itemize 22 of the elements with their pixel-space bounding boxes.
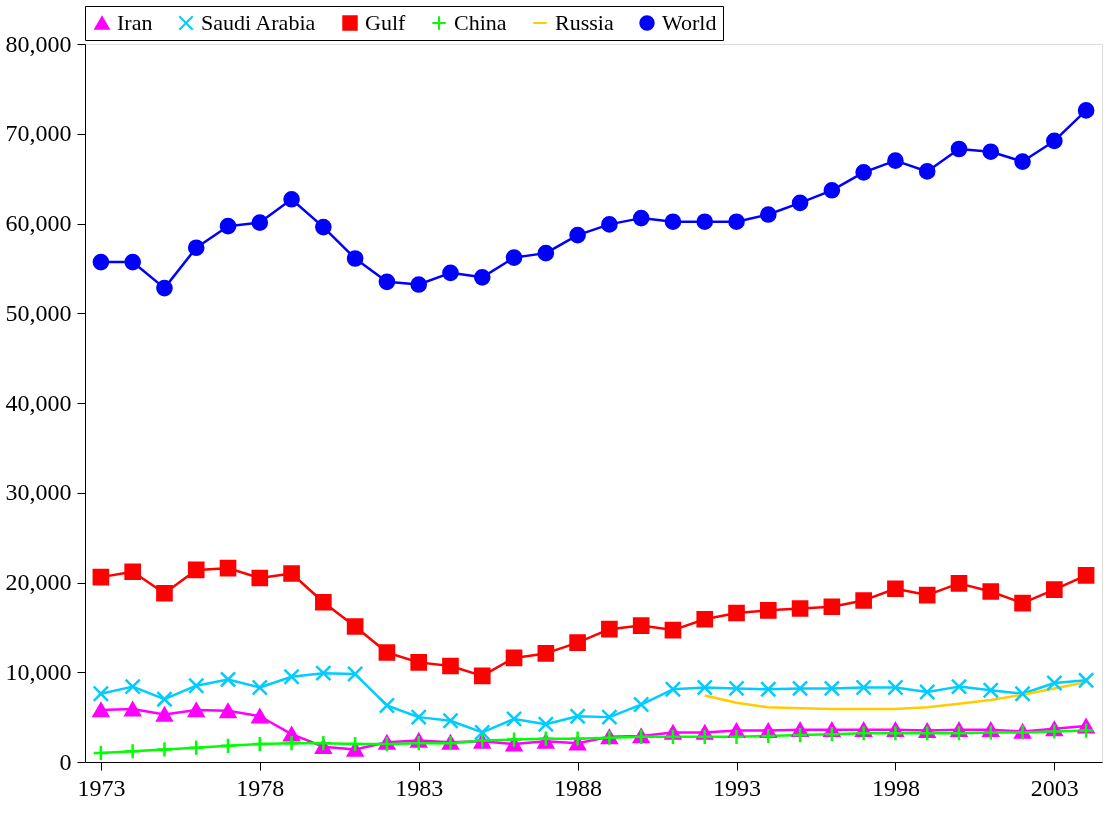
legend-label: Saudi Arabia — [201, 10, 316, 35]
x-tick-label: 1993 — [713, 774, 762, 801]
x-tick-label: 2003 — [1030, 774, 1079, 801]
x-tick-label: 1998 — [871, 774, 920, 801]
y-tick-label: 80,000 — [5, 30, 72, 57]
legend-label: Iran — [117, 10, 153, 35]
y-tick-label: 60,000 — [5, 210, 72, 236]
x-tick-label: 1988 — [554, 774, 603, 801]
legend-label: China — [454, 10, 507, 35]
legend-label: World — [662, 10, 717, 35]
y-tick-label: 50,000 — [5, 299, 72, 326]
legend-label: Gulf — [365, 10, 406, 35]
y-tick-label: 70,000 — [5, 120, 72, 147]
y-tick-label: 40,000 — [5, 389, 72, 416]
y-tick-label: 10,000 — [5, 658, 72, 685]
y-tick-label: 0 — [59, 748, 72, 775]
x-tick-label: 1978 — [236, 774, 285, 801]
y-tick-label: 20,000 — [5, 569, 72, 595]
legend-label: Russia — [555, 10, 614, 35]
y-tick-label: 30,000 — [5, 479, 72, 506]
x-tick-label: 1983 — [395, 774, 444, 801]
x-tick-label: 1973 — [77, 774, 126, 801]
